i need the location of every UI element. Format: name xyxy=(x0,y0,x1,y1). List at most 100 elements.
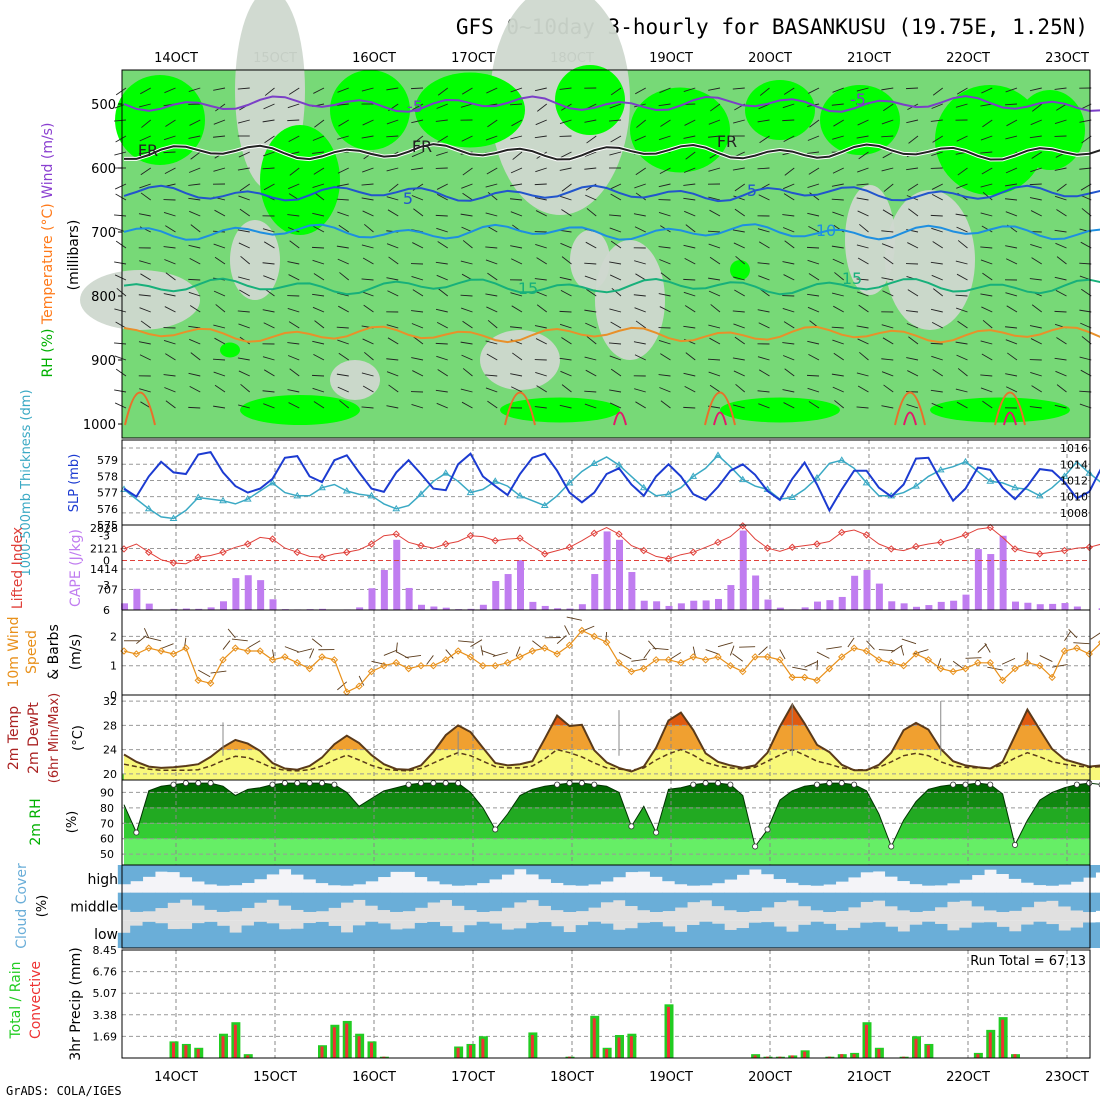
rh-dry-patch xyxy=(570,230,610,290)
wind-barb xyxy=(734,336,746,345)
wind-barb xyxy=(856,278,869,281)
wind-barb xyxy=(901,638,917,645)
wind-barb xyxy=(312,387,325,393)
wind-barb xyxy=(287,389,300,393)
cape-bar xyxy=(529,601,537,610)
wind-barb xyxy=(485,246,498,249)
wind-barb xyxy=(288,274,300,281)
wind-barb xyxy=(237,357,250,361)
wind-barb xyxy=(732,229,745,233)
wind-barb xyxy=(336,292,349,297)
wind-barb xyxy=(808,167,820,175)
cloud-cover-bar xyxy=(427,865,441,882)
cloud-cover-bar xyxy=(352,865,366,885)
wind-barb xyxy=(807,183,820,188)
wind-barb xyxy=(782,389,795,393)
wind-barb xyxy=(586,288,597,297)
wind-speed-marker xyxy=(503,659,512,667)
wind-barb xyxy=(659,259,671,265)
wind-barb xyxy=(831,245,844,249)
cape-bar xyxy=(653,601,661,610)
wind-barb xyxy=(213,135,226,138)
y-tick-label: 700 xyxy=(91,226,116,241)
cloud-cover-bar xyxy=(390,892,403,912)
cloud-cover-bar xyxy=(674,865,688,885)
wind-barb xyxy=(361,278,374,281)
cloud-cover-bar xyxy=(179,892,193,900)
wind-barb xyxy=(792,666,808,671)
cloud-cover-bar xyxy=(1021,924,1035,948)
wind-barb xyxy=(411,151,424,158)
li-marker xyxy=(862,531,871,539)
wind-barb xyxy=(610,135,622,143)
cloud-cover-bar xyxy=(625,928,639,948)
wind-barb xyxy=(231,638,248,642)
wind-speed-marker xyxy=(454,647,462,655)
thickness-slp-panel: 575576577578579100810101012101410161000-… xyxy=(19,389,1100,577)
wind-barb xyxy=(213,324,226,329)
wind-barb xyxy=(511,386,523,393)
li-marker xyxy=(615,530,623,538)
wind-barb xyxy=(388,256,399,265)
precip-tick-label: 8.45 xyxy=(93,944,118,957)
wind-barb xyxy=(190,352,201,361)
cloud-cover-bar xyxy=(588,892,601,908)
wind-barb xyxy=(361,87,374,92)
wind-barb xyxy=(658,103,671,107)
wind-speed-marker xyxy=(479,661,487,670)
cloud-cover-bar xyxy=(328,892,342,908)
precip-tick-label: 5.07 xyxy=(93,987,118,1000)
wind-barb xyxy=(634,260,646,265)
wind-barb xyxy=(313,353,325,361)
wind-barb xyxy=(336,326,349,329)
wind-barb xyxy=(362,119,374,126)
rh-marker xyxy=(207,780,214,787)
thickness-marker xyxy=(738,475,747,483)
rh-band xyxy=(124,823,1090,839)
precip-convective-bar xyxy=(246,1055,250,1058)
wind-barb xyxy=(881,358,894,361)
wind-barb xyxy=(955,341,968,345)
cloud-cover-bar xyxy=(810,892,824,911)
wind-barb xyxy=(758,241,770,249)
wind-barb xyxy=(859,223,869,233)
wind-barb xyxy=(1029,325,1042,329)
cloud-cover-bar xyxy=(526,922,540,948)
cloud-cover-bar xyxy=(1045,892,1059,901)
wind-barb xyxy=(141,119,152,128)
wind-barb xyxy=(115,87,127,96)
wind-barb xyxy=(115,240,127,249)
wind-barb xyxy=(287,355,300,361)
wind-barb xyxy=(411,357,424,361)
cape-bar xyxy=(554,608,562,610)
wind-barb xyxy=(413,135,424,144)
precip-convective-bar xyxy=(332,1027,336,1058)
wind-barb xyxy=(809,119,820,128)
wind-barb xyxy=(435,214,448,217)
wind-barb xyxy=(510,183,523,187)
wind-barb xyxy=(857,385,869,393)
bottom-date-label: 23OCT xyxy=(1045,1070,1089,1085)
wind-barb xyxy=(633,294,646,297)
cape-bar xyxy=(207,607,215,610)
cloud-cover-bar xyxy=(798,865,812,886)
cloud-cover-bar xyxy=(253,892,267,903)
rh-dry-patch xyxy=(80,270,200,330)
thickness-tick-label: 577 xyxy=(97,487,118,500)
wind-barb xyxy=(708,277,721,281)
wind-barb xyxy=(1055,242,1067,249)
panel-frame xyxy=(121,949,1091,1059)
wind-barb xyxy=(262,167,275,170)
li-marker xyxy=(169,559,178,567)
cloud-cover-bar xyxy=(1021,865,1035,883)
wind-barb xyxy=(461,135,473,142)
cape-bar xyxy=(220,601,227,610)
isotherm-line xyxy=(123,184,1100,203)
wind-barb xyxy=(559,310,572,313)
wind-barb xyxy=(426,655,434,665)
wind-barb xyxy=(163,246,176,249)
wind-barb xyxy=(634,183,646,189)
wind-barb xyxy=(708,290,721,297)
wind-barb xyxy=(783,402,795,409)
cloud-cover-bar xyxy=(513,928,527,948)
